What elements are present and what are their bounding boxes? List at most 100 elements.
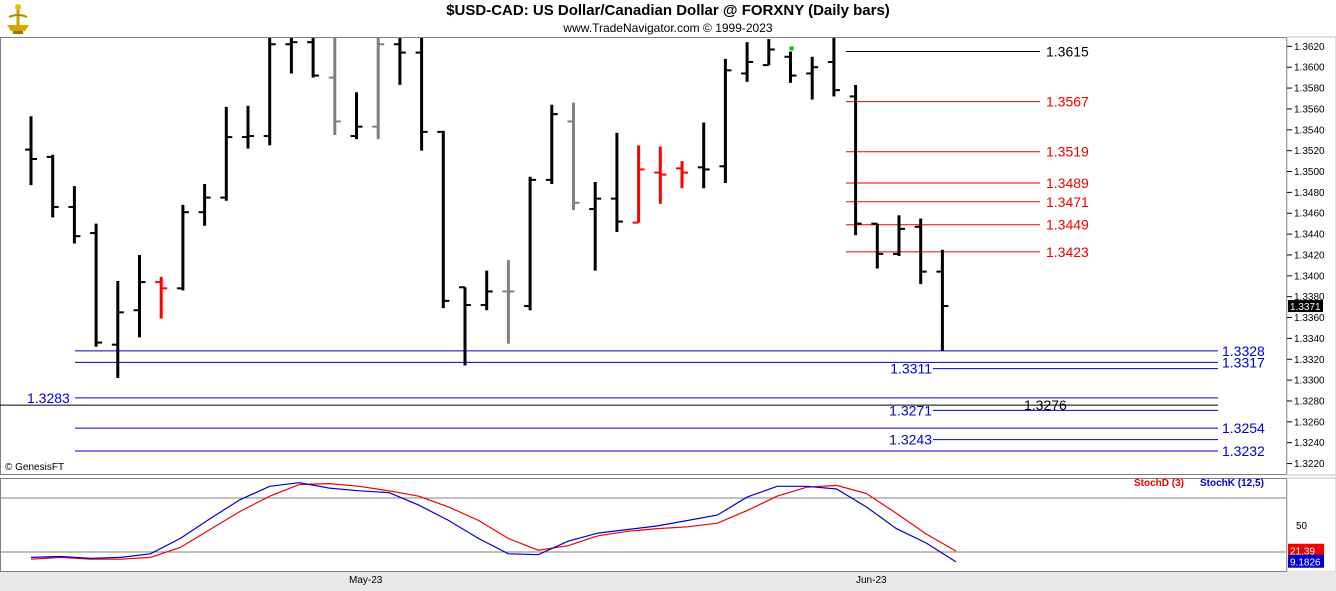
level-label: 1.3471 xyxy=(1046,194,1089,210)
ohlc-bar xyxy=(545,104,558,185)
ohlc-bar xyxy=(871,222,884,269)
indicator-panel xyxy=(0,478,1287,572)
last-price-label: 1.3371 xyxy=(1290,302,1321,313)
ohlc-bar xyxy=(437,130,450,309)
level-label: 1.3243 xyxy=(889,432,932,448)
y-tick-label: 1.3300 xyxy=(1294,376,1325,387)
ohlc-bar xyxy=(176,204,189,291)
price-axis xyxy=(1286,36,1336,476)
y-tick-label: 1.3340 xyxy=(1294,334,1325,345)
ohlc-bar xyxy=(936,249,949,351)
y-tick-label: 1.3620 xyxy=(1294,42,1325,53)
x-label-may: May-23 xyxy=(349,575,383,586)
level-label: 1.3328 xyxy=(1222,343,1265,359)
ohlc-bar xyxy=(589,181,602,271)
y-tick-label: 1.3360 xyxy=(1294,313,1325,324)
chart-title: $USD-CAD: US Dollar/Canadian Dollar @ FO… xyxy=(446,2,890,19)
ohlc-bar xyxy=(133,254,146,338)
ohlc-bar xyxy=(697,122,710,189)
ohlc-bar xyxy=(459,286,471,366)
price-panel xyxy=(0,37,1287,475)
green-marker xyxy=(789,46,794,51)
copyright-label: © GenesisFT xyxy=(5,462,65,473)
ohlc-bar xyxy=(372,38,385,140)
stochk-value-box xyxy=(1288,554,1324,568)
stochd-value: 21.39 xyxy=(1290,547,1315,558)
ohlc-bar xyxy=(350,92,363,140)
time-axis xyxy=(0,572,1336,591)
y-tick-label: 1.3380 xyxy=(1294,292,1325,303)
level-label: 1.3615 xyxy=(1046,44,1089,60)
level-label: 1.3276 xyxy=(1024,397,1067,413)
y-tick-label: 1.3260 xyxy=(1294,417,1325,428)
level-label: 1.3489 xyxy=(1046,175,1089,191)
ohlc-bar xyxy=(111,281,124,379)
stoch-series-line xyxy=(30,482,957,560)
y-tick-label: 1.3420 xyxy=(1294,250,1325,261)
level-label: 1.3567 xyxy=(1046,94,1089,110)
ohlc-bar xyxy=(90,223,103,347)
ohlc-bar xyxy=(155,276,168,319)
ohlc-bar xyxy=(914,218,927,285)
ohlc-bar xyxy=(741,42,754,82)
ohlc-bar xyxy=(328,38,341,136)
y-tick-label: 1.3500 xyxy=(1294,167,1325,178)
ohlc-bar xyxy=(806,56,819,100)
ohlc-bar xyxy=(198,184,211,226)
ohlc-bar xyxy=(415,38,428,151)
stoch-tick-label: 50 xyxy=(1296,521,1308,532)
last-price-box xyxy=(1288,300,1323,313)
level-label: 1.3232 xyxy=(1222,443,1265,459)
level-label: 1.3271 xyxy=(889,402,932,418)
ohlc-bar xyxy=(285,38,298,74)
level-label: 1.3423 xyxy=(1046,244,1089,260)
ohlc-bar xyxy=(393,38,406,85)
y-tick-label: 1.3580 xyxy=(1294,84,1325,95)
ohlc-bar xyxy=(762,39,775,67)
ohlc-bar xyxy=(220,106,233,201)
ohlc-bar xyxy=(719,58,732,183)
ohlc-bar xyxy=(567,102,580,211)
level-label: 1.3311 xyxy=(890,361,932,377)
y-tick-label: 1.3280 xyxy=(1294,396,1325,407)
y-tick-label: 1.3440 xyxy=(1294,230,1325,241)
y-tick-label: 1.3540 xyxy=(1294,125,1325,136)
stochastic-lines: 50 21.399.1826 xyxy=(0,482,1324,569)
level-label: 1.3283 xyxy=(27,390,70,406)
y-tick-label: 1.3600 xyxy=(1294,63,1325,74)
legend-stochd: StochD (3) xyxy=(1134,478,1184,489)
stoch-series-line xyxy=(30,482,957,563)
ohlc-bar xyxy=(263,38,276,146)
ohlc-bar xyxy=(632,145,645,224)
y-tick-label: 1.3220 xyxy=(1294,459,1325,470)
y-tick-label: 1.3400 xyxy=(1294,271,1325,282)
tradenavigator-logo xyxy=(7,4,29,34)
chart-subtitle: www.TradeNavigator.com © 1999-2023 xyxy=(563,21,773,35)
level-lines: 1.3615 1.3567 1.3519 1.3489 1.3471 1.3449 1.34… xyxy=(0,44,1265,459)
y-tick-label: 1.3320 xyxy=(1294,355,1325,366)
ohlc-bar xyxy=(610,132,623,233)
y-tick-label: 1.3520 xyxy=(1294,146,1325,157)
ohlc-bar xyxy=(784,51,797,83)
ohlc-bar xyxy=(480,270,493,311)
ohlc-bar xyxy=(849,84,862,236)
stochk-value: 9.1826 xyxy=(1290,558,1321,569)
ohlc-bar xyxy=(242,105,254,149)
ohlc-bar xyxy=(25,116,37,186)
y-tick-label: 1.3560 xyxy=(1294,104,1325,115)
level-label: 1.3519 xyxy=(1046,144,1089,160)
ohlc-bar xyxy=(46,154,59,218)
price-axis-ticks: 1.3620 1.3600 1.3580 1.3560 1.3540 1.3520 1.35… xyxy=(1287,42,1325,470)
ohlc-bar xyxy=(827,38,840,97)
y-tick-label: 1.3240 xyxy=(1294,438,1325,449)
x-label-jun: Jun-23 xyxy=(856,575,887,586)
ohlc-bar xyxy=(502,260,515,344)
legend-stochk: StochK (12,5) xyxy=(1200,478,1264,489)
y-tick-label: 1.3480 xyxy=(1294,188,1325,199)
ohlc-bar xyxy=(68,186,81,244)
y-tick-label: 1.3460 xyxy=(1294,209,1325,220)
level-label: 1.3449 xyxy=(1046,217,1089,233)
ohlc-bar xyxy=(524,176,537,311)
ohlc-bar xyxy=(654,146,667,204)
